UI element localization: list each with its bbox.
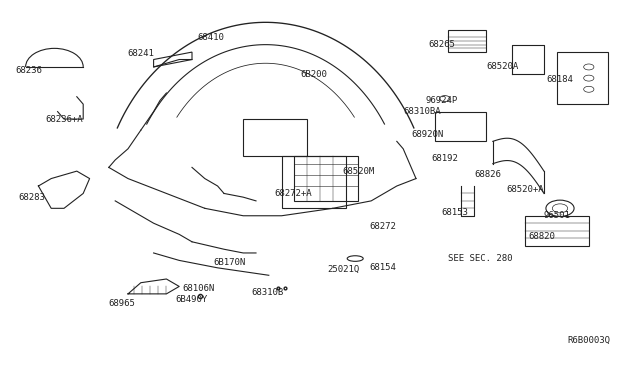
Text: 68265: 68265 [428, 40, 455, 49]
Text: 68310BA: 68310BA [404, 107, 441, 116]
Text: 6B170N: 6B170N [213, 258, 245, 267]
Text: SEE SEC. 280: SEE SEC. 280 [448, 254, 512, 263]
Text: 68965: 68965 [108, 299, 135, 308]
Text: 68236: 68236 [15, 66, 42, 75]
Text: 68106N: 68106N [182, 284, 214, 293]
Text: 68153: 68153 [441, 208, 468, 217]
Text: 68520A: 68520A [486, 62, 518, 71]
Text: 68820: 68820 [528, 232, 555, 241]
Text: 6B200: 6B200 [300, 70, 327, 79]
Text: 68826: 68826 [474, 170, 501, 179]
Text: 68184: 68184 [547, 76, 573, 84]
Text: 68272: 68272 [369, 222, 396, 231]
Text: 68154: 68154 [369, 263, 396, 272]
Text: 68192: 68192 [431, 154, 458, 163]
Text: 6B490Y: 6B490Y [176, 295, 208, 304]
Text: R6B0003Q: R6B0003Q [567, 336, 611, 345]
Text: 68272+A: 68272+A [275, 189, 312, 198]
Text: 68236+A: 68236+A [45, 115, 83, 124]
Text: 68410: 68410 [198, 33, 225, 42]
Text: 68310B: 68310B [252, 288, 284, 296]
Text: 68520+A: 68520+A [506, 185, 543, 194]
Text: 96924P: 96924P [426, 96, 458, 105]
Text: 68520M: 68520M [342, 167, 374, 176]
Text: 68920N: 68920N [412, 130, 444, 139]
Text: 25021Q: 25021Q [327, 265, 359, 274]
Text: 68283: 68283 [19, 193, 45, 202]
Text: 68241: 68241 [127, 49, 154, 58]
Text: 96501: 96501 [543, 211, 570, 220]
